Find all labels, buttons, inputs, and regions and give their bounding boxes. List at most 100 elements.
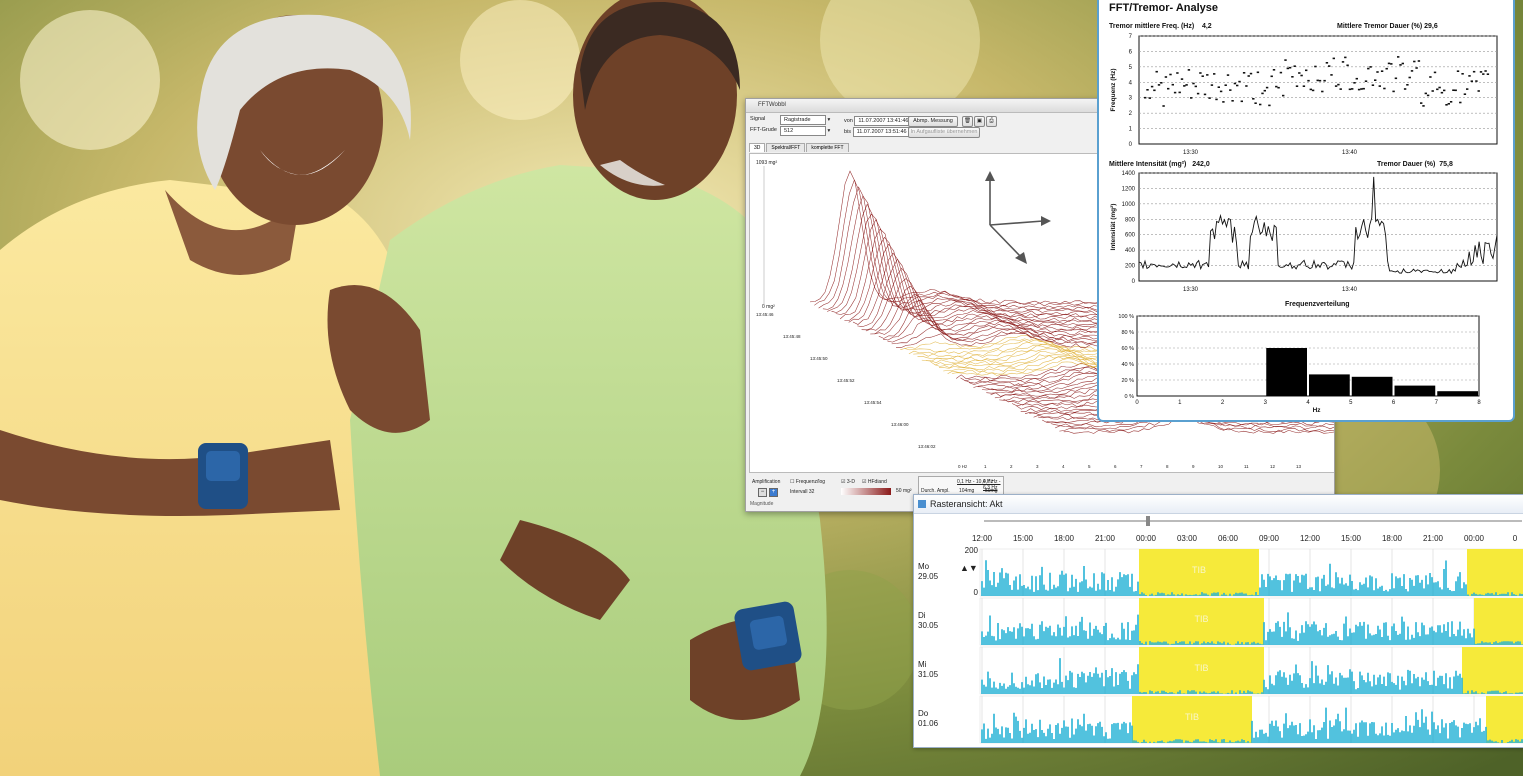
fft-size-field: FFT-Grude bbox=[750, 127, 777, 133]
freq-point bbox=[1341, 61, 1345, 63]
freq-point bbox=[1353, 82, 1356, 84]
print-icon[interactable]: ⎙ bbox=[986, 116, 997, 127]
from-datetime-input[interactable]: 11.07.2007 13:41:46 bbox=[854, 116, 913, 126]
histogram-ytick: 100 % bbox=[1118, 314, 1134, 320]
freq-point bbox=[1332, 57, 1335, 60]
freq-point bbox=[1445, 104, 1448, 106]
freq-point bbox=[1424, 92, 1427, 95]
freq-point bbox=[1222, 101, 1225, 103]
freq-point bbox=[1286, 67, 1289, 70]
freq-point bbox=[1334, 85, 1338, 87]
histogram-ytick: 40 % bbox=[1121, 362, 1134, 368]
freq-point bbox=[1293, 65, 1296, 67]
freq-point bbox=[1219, 90, 1223, 93]
freq-point bbox=[1302, 85, 1306, 87]
range1: 0,1 Hz - 10,0 Hz bbox=[957, 479, 994, 485]
freq-point bbox=[1371, 84, 1375, 86]
freq-tick-label: 9 bbox=[1192, 464, 1195, 469]
time-tick-label: 13:46:00 bbox=[891, 422, 909, 427]
raster-row-day: Do bbox=[918, 709, 929, 718]
histogram-ytick: 80 % bbox=[1121, 330, 1134, 336]
freq-point bbox=[1305, 69, 1308, 72]
tab-komplette-fft[interactable]: komplette FFT bbox=[806, 143, 849, 152]
histogram-bar bbox=[1437, 391, 1478, 396]
fft-tabs: 3D Spektral/FFT komplette FFT bbox=[749, 143, 850, 152]
from-label: von bbox=[844, 118, 853, 124]
trash-icon[interactable]: 🗑 bbox=[962, 116, 973, 127]
intensity-frame bbox=[1138, 172, 1498, 282]
freq-point bbox=[1254, 102, 1257, 104]
freq-point bbox=[1203, 93, 1207, 96]
freq-point bbox=[1447, 103, 1450, 105]
checkbox-hf[interactable]: ☑ bbox=[862, 479, 867, 485]
freq-point bbox=[1157, 84, 1161, 86]
freq-point bbox=[1484, 70, 1487, 72]
fft-spectrum-line bbox=[1046, 409, 1334, 426]
to-datetime-input[interactable]: 11.07.2007 13:51:46 bbox=[852, 127, 911, 137]
freq-point bbox=[1311, 89, 1315, 92]
histogram-xtick: 0 bbox=[1135, 400, 1139, 406]
freq-point bbox=[1351, 88, 1354, 90]
freq-point bbox=[1344, 56, 1347, 59]
amplify-plus-button[interactable]: + bbox=[769, 488, 778, 497]
freq-point bbox=[1461, 73, 1464, 75]
add-to-list-button[interactable]: In Aufgaufliste übernehmen bbox=[908, 127, 980, 138]
avg2: 59mg bbox=[985, 488, 998, 494]
freq-point bbox=[1364, 80, 1368, 82]
freq-point bbox=[1415, 67, 1418, 69]
fft-spectrum-line bbox=[1050, 413, 1334, 428]
freq-point bbox=[1210, 84, 1214, 86]
raster-scroll-thumb bbox=[1146, 516, 1150, 526]
freq-point bbox=[1390, 63, 1393, 65]
freq-point bbox=[1192, 82, 1195, 85]
histogram-xtick: 7 bbox=[1435, 400, 1439, 406]
histogram-xtick: 5 bbox=[1349, 400, 1353, 406]
raster-time-tick: 12:00 bbox=[1300, 534, 1321, 543]
tab-3d[interactable]: 3D bbox=[749, 143, 766, 152]
freq-point bbox=[1330, 74, 1333, 76]
freq-point bbox=[1288, 66, 1292, 69]
intensity-ytick: 1400 bbox=[1122, 171, 1136, 177]
range2: 4,7 Hz - 6,3 Hz bbox=[983, 479, 1001, 491]
measure-button[interactable]: Abmp. Messung bbox=[908, 116, 958, 127]
tib-label: TIB bbox=[1185, 712, 1199, 722]
checkbox-3d[interactable]: ☑ bbox=[841, 479, 846, 485]
fft-size-select[interactable]: 512 ▾ bbox=[780, 126, 830, 136]
checkbox-hf-label: HFdiand bbox=[867, 479, 887, 485]
signal-select[interactable]: Ragistrade ▾ bbox=[780, 115, 830, 125]
raster-time-tick: 00:00 bbox=[1464, 534, 1485, 543]
axes-overlay-icon bbox=[985, 171, 1051, 264]
sort-arrows-icon[interactable]: ▲▼ bbox=[960, 563, 978, 573]
signal-select-value[interactable]: Ragistrade bbox=[780, 115, 826, 125]
freq-point bbox=[1240, 100, 1243, 103]
freq-point bbox=[1367, 67, 1370, 70]
amplify-minus-button[interactable]: − bbox=[758, 488, 767, 497]
tab-spektral[interactable]: Spektral/FFT bbox=[766, 143, 806, 152]
freq-point bbox=[1468, 75, 1471, 77]
freq-point bbox=[1355, 77, 1358, 80]
freq-point bbox=[1309, 88, 1312, 91]
tib-block bbox=[1486, 696, 1523, 743]
activity-bars bbox=[981, 612, 1523, 645]
tremor-title: FFT/Tremor- Analyse bbox=[1109, 2, 1219, 14]
freq-point bbox=[1190, 97, 1193, 99]
frequency-log-checkbox[interactable]: ☐ bbox=[790, 479, 795, 485]
raster-time-tick: 12:00 bbox=[972, 534, 993, 543]
freq-tick-label: 6 bbox=[1114, 464, 1117, 469]
histogram-ytick: 0 % bbox=[1125, 394, 1135, 400]
freq-ytick: 2 bbox=[1129, 111, 1133, 117]
tib-block bbox=[1467, 549, 1523, 596]
freq-point bbox=[1422, 105, 1425, 107]
freq-point bbox=[1408, 76, 1411, 79]
freq-point bbox=[1463, 93, 1467, 95]
freq-point bbox=[1433, 71, 1437, 74]
freq-point bbox=[1307, 79, 1310, 82]
histogram-xtick: 8 bbox=[1477, 400, 1481, 406]
freq-point bbox=[1452, 89, 1455, 91]
fft-size-select-value[interactable]: 512 bbox=[780, 126, 826, 136]
freq-point bbox=[1376, 71, 1379, 73]
freq-ytick: 4 bbox=[1129, 80, 1133, 86]
freq-point bbox=[1316, 79, 1319, 82]
image-icon[interactable]: ▣ bbox=[974, 116, 985, 127]
freq-point bbox=[1357, 88, 1361, 91]
